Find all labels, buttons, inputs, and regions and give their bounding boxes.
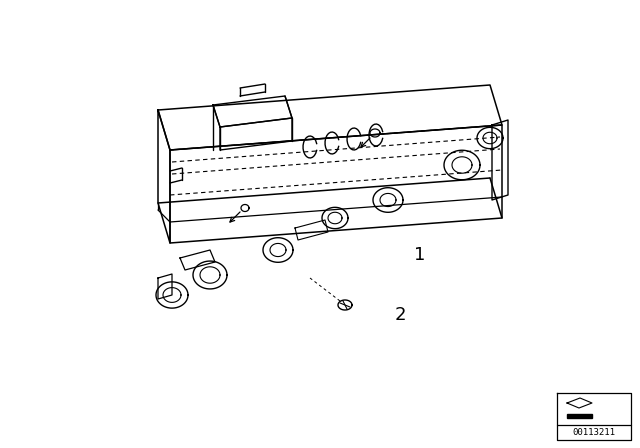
Polygon shape xyxy=(567,414,592,418)
Text: 00113211: 00113211 xyxy=(573,428,616,437)
Text: 2: 2 xyxy=(394,306,406,324)
Text: 1: 1 xyxy=(414,246,426,264)
